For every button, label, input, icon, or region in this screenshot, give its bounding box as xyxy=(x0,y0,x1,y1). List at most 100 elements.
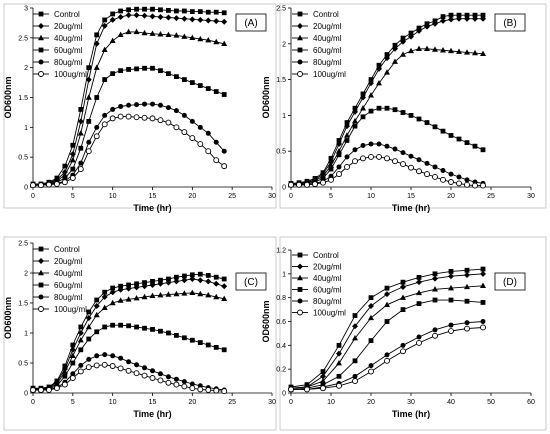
series-2 xyxy=(288,45,486,187)
data-point xyxy=(134,102,140,108)
y-tick-label: 2.5 xyxy=(18,241,28,248)
data-point xyxy=(53,385,60,392)
data-point xyxy=(77,118,84,125)
panel-label-box xyxy=(235,13,267,32)
data-point xyxy=(464,298,470,304)
x-tick-label: 5 xyxy=(329,193,333,200)
data-point xyxy=(141,114,148,121)
data-point xyxy=(440,168,446,174)
data-point xyxy=(173,290,180,297)
data-point xyxy=(117,113,124,120)
data-point xyxy=(408,33,414,40)
data-point xyxy=(328,166,334,172)
data-point xyxy=(456,15,462,22)
y-tick-label: 2 xyxy=(282,41,286,48)
x-tick-label: 0 xyxy=(289,193,293,200)
data-point xyxy=(368,314,374,321)
data-point xyxy=(384,155,390,162)
data-point xyxy=(221,148,227,154)
data-point xyxy=(189,80,195,85)
data-point xyxy=(400,38,406,45)
y-tick-label: 2.5 xyxy=(276,6,286,13)
data-point xyxy=(166,7,171,13)
data-point xyxy=(480,270,486,277)
data-point xyxy=(416,279,422,286)
data-point xyxy=(165,374,171,380)
legend-marker xyxy=(38,59,44,65)
data-point xyxy=(464,267,470,273)
data-point xyxy=(464,320,470,326)
y-tick-label: 1.5 xyxy=(18,301,28,308)
data-point xyxy=(125,285,132,292)
data-point xyxy=(45,181,52,188)
data-point xyxy=(480,324,486,331)
data-point xyxy=(78,160,84,166)
data-point xyxy=(125,296,132,302)
legend-label: 20ug/ml xyxy=(313,263,342,272)
data-point xyxy=(480,12,486,18)
data-point xyxy=(118,103,124,109)
y-tick-label: 1 xyxy=(282,113,286,120)
data-point xyxy=(181,129,188,136)
data-point xyxy=(408,164,414,171)
data-point xyxy=(141,283,148,290)
data-point xyxy=(133,370,140,377)
data-point xyxy=(149,292,156,298)
data-point xyxy=(448,16,454,23)
data-point xyxy=(408,30,414,36)
data-point xyxy=(94,353,100,359)
panel-border xyxy=(279,236,547,431)
data-point xyxy=(221,295,228,301)
data-point xyxy=(440,47,446,53)
data-point xyxy=(197,290,204,297)
data-point xyxy=(336,360,342,366)
legend-label: 40ug/ml xyxy=(54,269,83,278)
legend-label: Control xyxy=(54,245,80,254)
data-point xyxy=(336,382,342,389)
data-point xyxy=(336,138,342,143)
data-point xyxy=(368,363,374,369)
data-point xyxy=(165,291,172,297)
data-point xyxy=(440,128,446,134)
data-point xyxy=(400,294,406,300)
data-point xyxy=(125,113,132,120)
data-point xyxy=(189,272,195,278)
data-point xyxy=(181,15,188,22)
legend: Control 20ug/ml 40ug/ml 60ug/ml 80ug/ml 100ug… xyxy=(33,245,87,314)
data-point xyxy=(221,92,227,97)
data-point xyxy=(109,363,116,369)
data-point xyxy=(93,303,100,309)
legend-label: 100ug/ml xyxy=(54,305,87,314)
data-point xyxy=(165,379,172,386)
y-tick-label: 1.5 xyxy=(276,77,286,84)
data-point xyxy=(352,158,358,165)
data-point xyxy=(344,154,350,160)
data-point xyxy=(480,182,486,189)
legend-label: 100ug/ml xyxy=(313,70,346,79)
data-point xyxy=(101,46,108,52)
y-tick-label: 1.2 xyxy=(276,248,286,255)
data-point xyxy=(78,107,84,112)
data-point xyxy=(368,108,374,114)
series-line xyxy=(33,324,225,391)
data-point xyxy=(480,282,486,288)
legend-marker xyxy=(38,258,44,264)
data-point xyxy=(384,52,390,57)
data-point xyxy=(384,285,390,291)
data-point xyxy=(110,285,116,291)
legend-marker xyxy=(297,298,303,304)
data-point xyxy=(448,171,454,177)
data-point xyxy=(117,13,124,20)
legend-label: 80ug/ml xyxy=(54,293,83,302)
data-point xyxy=(197,9,203,14)
legend-marker xyxy=(297,309,303,316)
data-point xyxy=(181,112,187,118)
data-point xyxy=(205,278,212,285)
data-point xyxy=(189,118,195,124)
legend-marker xyxy=(38,269,44,276)
data-point xyxy=(157,102,163,108)
data-point xyxy=(480,300,486,305)
y-tick-label: 1 xyxy=(24,125,28,132)
data-point xyxy=(109,16,116,23)
